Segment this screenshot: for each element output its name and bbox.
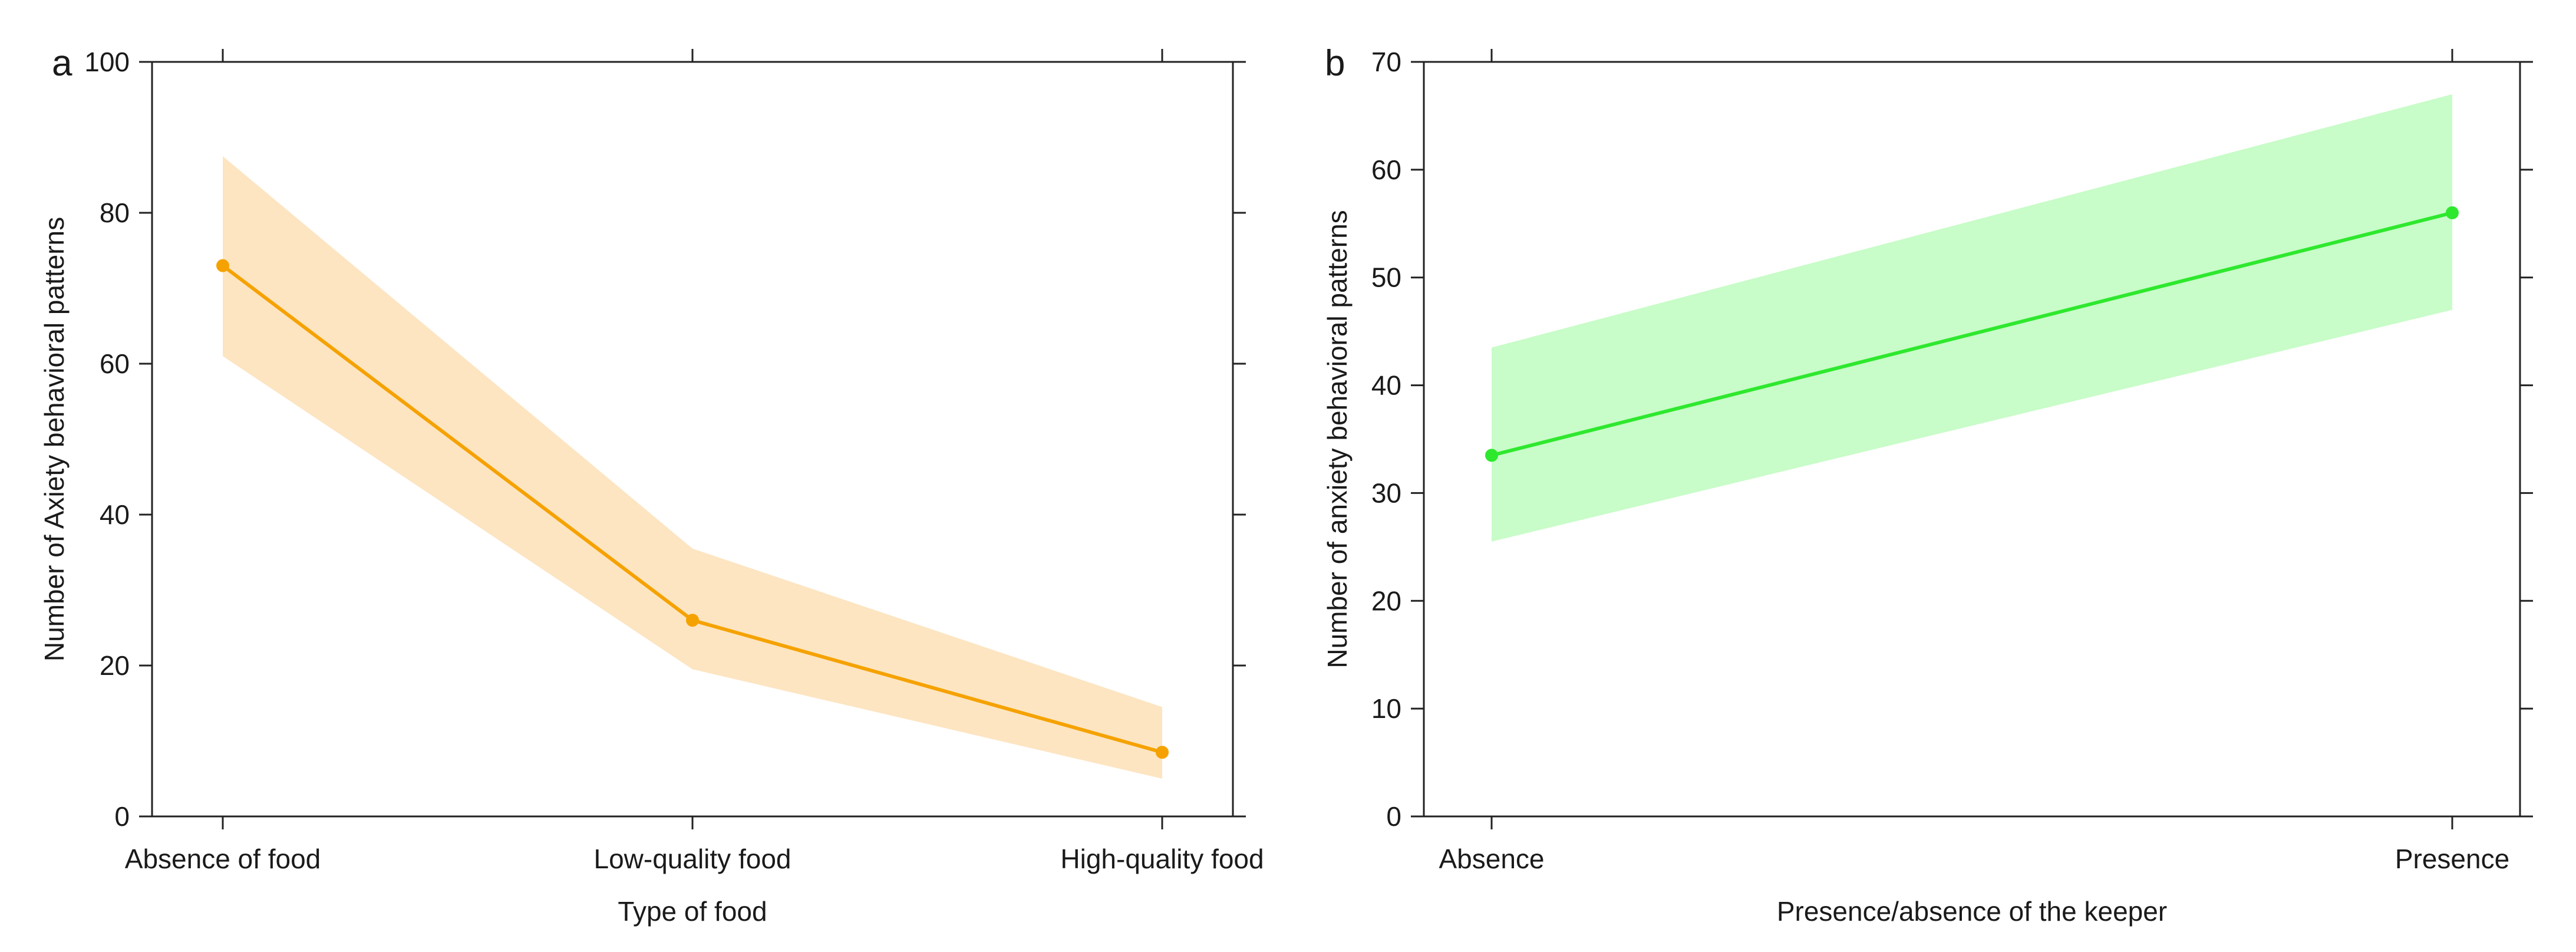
series-line (1491, 211, 2453, 457)
y-tick-label: 0 (114, 801, 130, 832)
y-tick-label: 100 (84, 47, 130, 77)
y-tick-label: 30 (1371, 477, 1401, 508)
x-tick-label: High-quality food (1060, 844, 1264, 874)
x-axis-title: Type of food (618, 896, 767, 927)
y-axis-title: Number of anxiety behavioral patterns (1322, 210, 1353, 668)
data-point (216, 259, 229, 272)
data-point (686, 614, 699, 627)
y-tick-label: 80 (100, 197, 130, 228)
y-tick-label: 20 (100, 650, 130, 681)
axis-box (1423, 61, 2521, 818)
data-point (1485, 449, 1498, 462)
x-tick-label: Low-quality food (594, 844, 791, 874)
panel-a: 0 20 40 60 80 100 Absence of food Low-quality f… (39, 43, 1264, 927)
y-tick-label: 70 (1371, 47, 1401, 77)
y-tick-label: 50 (1371, 262, 1401, 293)
x-axis-title: Presence/absence of the keeper (1777, 896, 2167, 927)
confidence-band (223, 156, 1162, 779)
panel-letter: a (52, 43, 72, 84)
panel-letter: b (1325, 43, 1345, 84)
y-tick-label: 60 (100, 348, 130, 379)
y-axis-title: Number of Axiety behavioral patterns (39, 217, 70, 661)
x-tick-label: Absence of food (125, 844, 321, 874)
y-tick-label: 0 (1386, 801, 1401, 832)
x-tick-label: Presence (2395, 844, 2509, 874)
panel-b: 0 10 20 30 40 50 60 70 Absence Presence Presence/a… (1322, 43, 2533, 927)
confidence-band (1492, 94, 2452, 542)
x-tick-label: Absence (1439, 844, 1544, 874)
y-tick-label: 20 (1371, 585, 1401, 616)
y-tick-label: 10 (1371, 693, 1401, 724)
y-tick-label: 60 (1371, 154, 1401, 185)
y-tick-label: 40 (1371, 370, 1401, 401)
data-point (2446, 206, 2459, 219)
y-tick-label: 40 (100, 499, 130, 530)
data-point (1156, 746, 1169, 759)
